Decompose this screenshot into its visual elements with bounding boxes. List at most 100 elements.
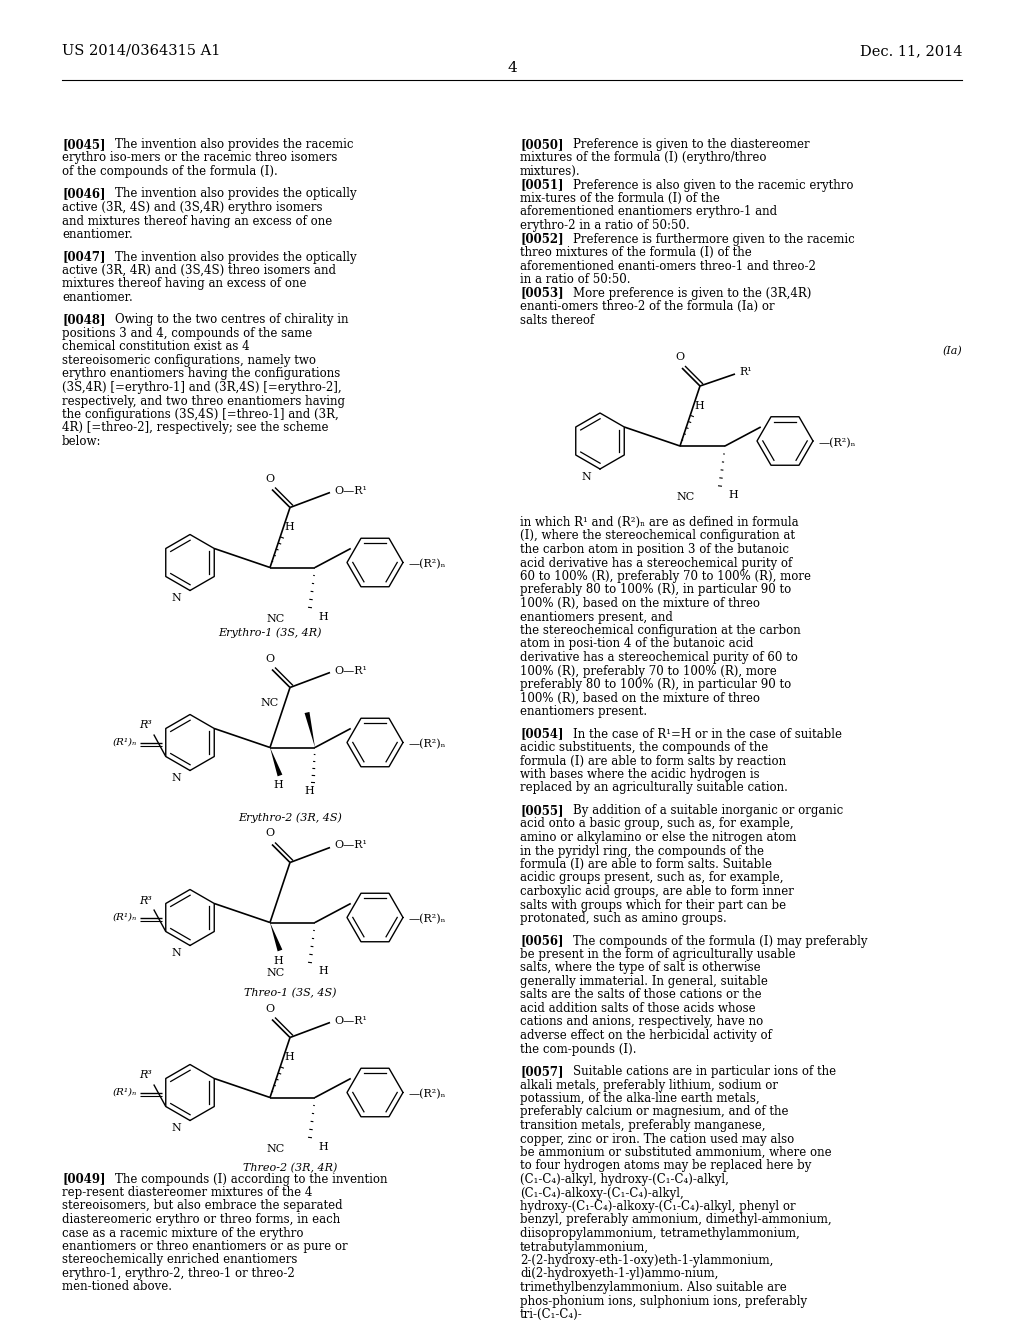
Text: threo mixtures of the formula (I) of the: threo mixtures of the formula (I) of the [520, 246, 752, 259]
Text: [0053]: [0053] [520, 286, 563, 300]
Text: active (3R, 4R) and (3S,4S) threo isomers and: active (3R, 4R) and (3S,4S) threo isomer… [62, 264, 336, 277]
Text: H: H [318, 1142, 328, 1151]
Text: H: H [284, 1052, 294, 1063]
Text: (R¹)ₙ: (R¹)ₙ [113, 1088, 137, 1097]
Text: enantiomers present.: enantiomers present. [520, 705, 647, 718]
Text: In the case of R¹=H or in the case of suitable: In the case of R¹=H or in the case of su… [573, 727, 842, 741]
Text: Threo-2 (3R, 4R): Threo-2 (3R, 4R) [243, 1163, 337, 1173]
Text: [0051]: [0051] [520, 178, 563, 191]
Text: the stereochemical configuration at the carbon: the stereochemical configuration at the … [520, 624, 801, 638]
Text: mixtures thereof having an excess of one: mixtures thereof having an excess of one [62, 277, 306, 290]
Text: Owing to the two centres of chirality in: Owing to the two centres of chirality in [115, 314, 348, 326]
Text: N: N [582, 471, 591, 482]
Text: mix-tures of the formula (I) of the: mix-tures of the formula (I) of the [520, 191, 720, 205]
Text: Dec. 11, 2014: Dec. 11, 2014 [859, 44, 962, 58]
Text: NC: NC [677, 492, 695, 502]
Text: the com-pounds (I).: the com-pounds (I). [520, 1043, 637, 1056]
Text: salts with groups which for their part can be: salts with groups which for their part c… [520, 899, 786, 912]
Text: men-tioned above.: men-tioned above. [62, 1280, 172, 1294]
Text: salts are the salts of those cations or the: salts are the salts of those cations or … [520, 989, 762, 1002]
Text: More preference is given to the (3R,4R): More preference is given to the (3R,4R) [573, 286, 811, 300]
Text: —(R²)ₙ: —(R²)ₙ [409, 1089, 446, 1100]
Text: R¹: R¹ [739, 367, 752, 378]
Text: generally immaterial. In general, suitable: generally immaterial. In general, suitab… [520, 975, 768, 987]
Text: benzyl, preferably ammonium, dimethyl-ammonium,: benzyl, preferably ammonium, dimethyl-am… [520, 1213, 831, 1226]
Text: Erythro-1 (3S, 4R): Erythro-1 (3S, 4R) [218, 627, 322, 638]
Text: N: N [171, 948, 181, 958]
Text: H: H [304, 787, 314, 796]
Text: trimethylbenzylammonium. Also suitable are: trimethylbenzylammonium. Also suitable a… [520, 1280, 786, 1294]
Text: enanti-omers threo-2 of the formula (Ia) or: enanti-omers threo-2 of the formula (Ia)… [520, 300, 774, 313]
Text: O: O [265, 474, 274, 483]
Text: preferably 80 to 100% (R), in particular 90 to: preferably 80 to 100% (R), in particular… [520, 583, 792, 597]
Text: salts thereof: salts thereof [520, 314, 594, 326]
Text: —(R²)ₙ: —(R²)ₙ [409, 739, 446, 750]
Text: in which R¹ and (R²)ₙ are as defined in formula: in which R¹ and (R²)ₙ are as defined in … [520, 516, 799, 529]
Text: hydroxy-(C₁-C₄)-alkoxy-(C₁-C₄)-alkyl, phenyl or: hydroxy-(C₁-C₄)-alkoxy-(C₁-C₄)-alkyl, ph… [520, 1200, 796, 1213]
Text: erythro iso-mers or the racemic threo isomers: erythro iso-mers or the racemic threo is… [62, 152, 337, 165]
Text: NC: NC [266, 1143, 285, 1154]
Text: N: N [171, 774, 181, 783]
Text: (R¹)ₙ: (R¹)ₙ [113, 913, 137, 921]
Text: transition metals, preferably manganese,: transition metals, preferably manganese, [520, 1119, 766, 1133]
Text: erythro enantiomers having the configurations: erythro enantiomers having the configura… [62, 367, 340, 380]
Text: [0054]: [0054] [520, 727, 563, 741]
Text: Preference is furthermore given to the racemic: Preference is furthermore given to the r… [573, 232, 855, 246]
Text: NC: NC [266, 969, 285, 978]
Text: [0057]: [0057] [520, 1065, 563, 1078]
Text: O—R¹: O—R¹ [334, 841, 367, 850]
Text: 60 to 100% (R), preferably 70 to 100% (R), more: 60 to 100% (R), preferably 70 to 100% (R… [520, 570, 811, 583]
Text: —(R²)ₙ: —(R²)ₙ [819, 438, 856, 449]
Text: [0055]: [0055] [520, 804, 563, 817]
Text: H: H [728, 490, 737, 500]
Text: Erythro-2 (3R, 4S): Erythro-2 (3R, 4S) [238, 813, 342, 824]
Text: acidic groups present, such as, for example,: acidic groups present, such as, for exam… [520, 871, 783, 884]
Text: H: H [273, 956, 283, 965]
Text: H: H [273, 780, 283, 791]
Text: 4: 4 [507, 61, 517, 75]
Text: 4R) [=threo-2], respectively; see the scheme: 4R) [=threo-2], respectively; see the sc… [62, 421, 329, 434]
Text: [0047]: [0047] [62, 251, 105, 264]
Text: (C₁-C₄)-alkyl, hydroxy-(C₁-C₄)-alkyl,: (C₁-C₄)-alkyl, hydroxy-(C₁-C₄)-alkyl, [520, 1173, 729, 1185]
Text: the configurations (3S,4S) [=threo-1] and (3R,: the configurations (3S,4S) [=threo-1] an… [62, 408, 339, 421]
Text: to four hydrogen atoms may be replaced here by: to four hydrogen atoms may be replaced h… [520, 1159, 811, 1172]
Text: in the pyridyl ring, the compounds of the: in the pyridyl ring, the compounds of th… [520, 845, 764, 858]
Text: tri-(C₁-C₄)-: tri-(C₁-C₄)- [520, 1308, 583, 1320]
Text: enantiomer.: enantiomer. [62, 290, 133, 304]
Text: aforementioned enantiomers erythro-1 and: aforementioned enantiomers erythro-1 and [520, 206, 777, 219]
Text: O: O [265, 653, 274, 664]
Text: enantiomers present, and: enantiomers present, and [520, 610, 673, 623]
Text: [0046]: [0046] [62, 187, 105, 201]
Text: The compounds of the formula (I) may preferably: The compounds of the formula (I) may pre… [573, 935, 867, 948]
Text: (R¹)ₙ: (R¹)ₙ [113, 738, 137, 747]
Text: [0049]: [0049] [62, 1172, 105, 1185]
Text: acid onto a basic group, such as, for example,: acid onto a basic group, such as, for ex… [520, 817, 794, 830]
Text: stereoisomeric configurations, namely two: stereoisomeric configurations, namely tw… [62, 354, 316, 367]
Text: R³: R³ [139, 895, 152, 906]
Text: and mixtures thereof having an excess of one: and mixtures thereof having an excess of… [62, 214, 332, 227]
Text: salts, where the type of salt is otherwise: salts, where the type of salt is otherwi… [520, 961, 761, 974]
Text: alkali metals, preferably lithium, sodium or: alkali metals, preferably lithium, sodiu… [520, 1078, 778, 1092]
Text: adverse effect on the herbicidal activity of: adverse effect on the herbicidal activit… [520, 1030, 772, 1041]
Text: derivative has a stereochemical purity of 60 to: derivative has a stereochemical purity o… [520, 651, 798, 664]
Text: acid derivative has a stereochemical purity of: acid derivative has a stereochemical pur… [520, 557, 793, 569]
Text: NC: NC [261, 698, 279, 709]
Text: copper, zinc or iron. The cation used may also: copper, zinc or iron. The cation used ma… [520, 1133, 795, 1146]
Text: —(R²)ₙ: —(R²)ₙ [409, 560, 446, 570]
Text: diisopropylammonium, tetramethylammonium,: diisopropylammonium, tetramethylammonium… [520, 1228, 800, 1239]
Text: be present in the form of agriculturally usable: be present in the form of agriculturally… [520, 948, 796, 961]
Text: di(2-hydroxyeth-1-yl)ammo-nium,: di(2-hydroxyeth-1-yl)ammo-nium, [520, 1267, 719, 1280]
Text: erythro-2 in a ratio of 50:50.: erythro-2 in a ratio of 50:50. [520, 219, 690, 232]
Text: stereoisomers, but also embrace the separated: stereoisomers, but also embrace the sepa… [62, 1200, 343, 1213]
Text: protonated, such as amino groups.: protonated, such as amino groups. [520, 912, 727, 925]
Text: erythro-1, erythro-2, threo-1 or threo-2: erythro-1, erythro-2, threo-1 or threo-2 [62, 1267, 295, 1280]
Text: (Ia): (Ia) [942, 346, 962, 356]
Text: Preference is also given to the racemic erythro: Preference is also given to the racemic … [573, 178, 853, 191]
Text: [0050]: [0050] [520, 139, 563, 150]
Text: chemical constitution exist as 4: chemical constitution exist as 4 [62, 341, 250, 354]
Text: H: H [284, 523, 294, 532]
Text: positions 3 and 4, compounds of the same: positions 3 and 4, compounds of the same [62, 327, 312, 341]
Text: R³: R³ [139, 721, 152, 730]
Text: The invention also provides the optically: The invention also provides the opticall… [115, 251, 356, 264]
Text: stereochemically enriched enantiomers: stereochemically enriched enantiomers [62, 1254, 297, 1266]
